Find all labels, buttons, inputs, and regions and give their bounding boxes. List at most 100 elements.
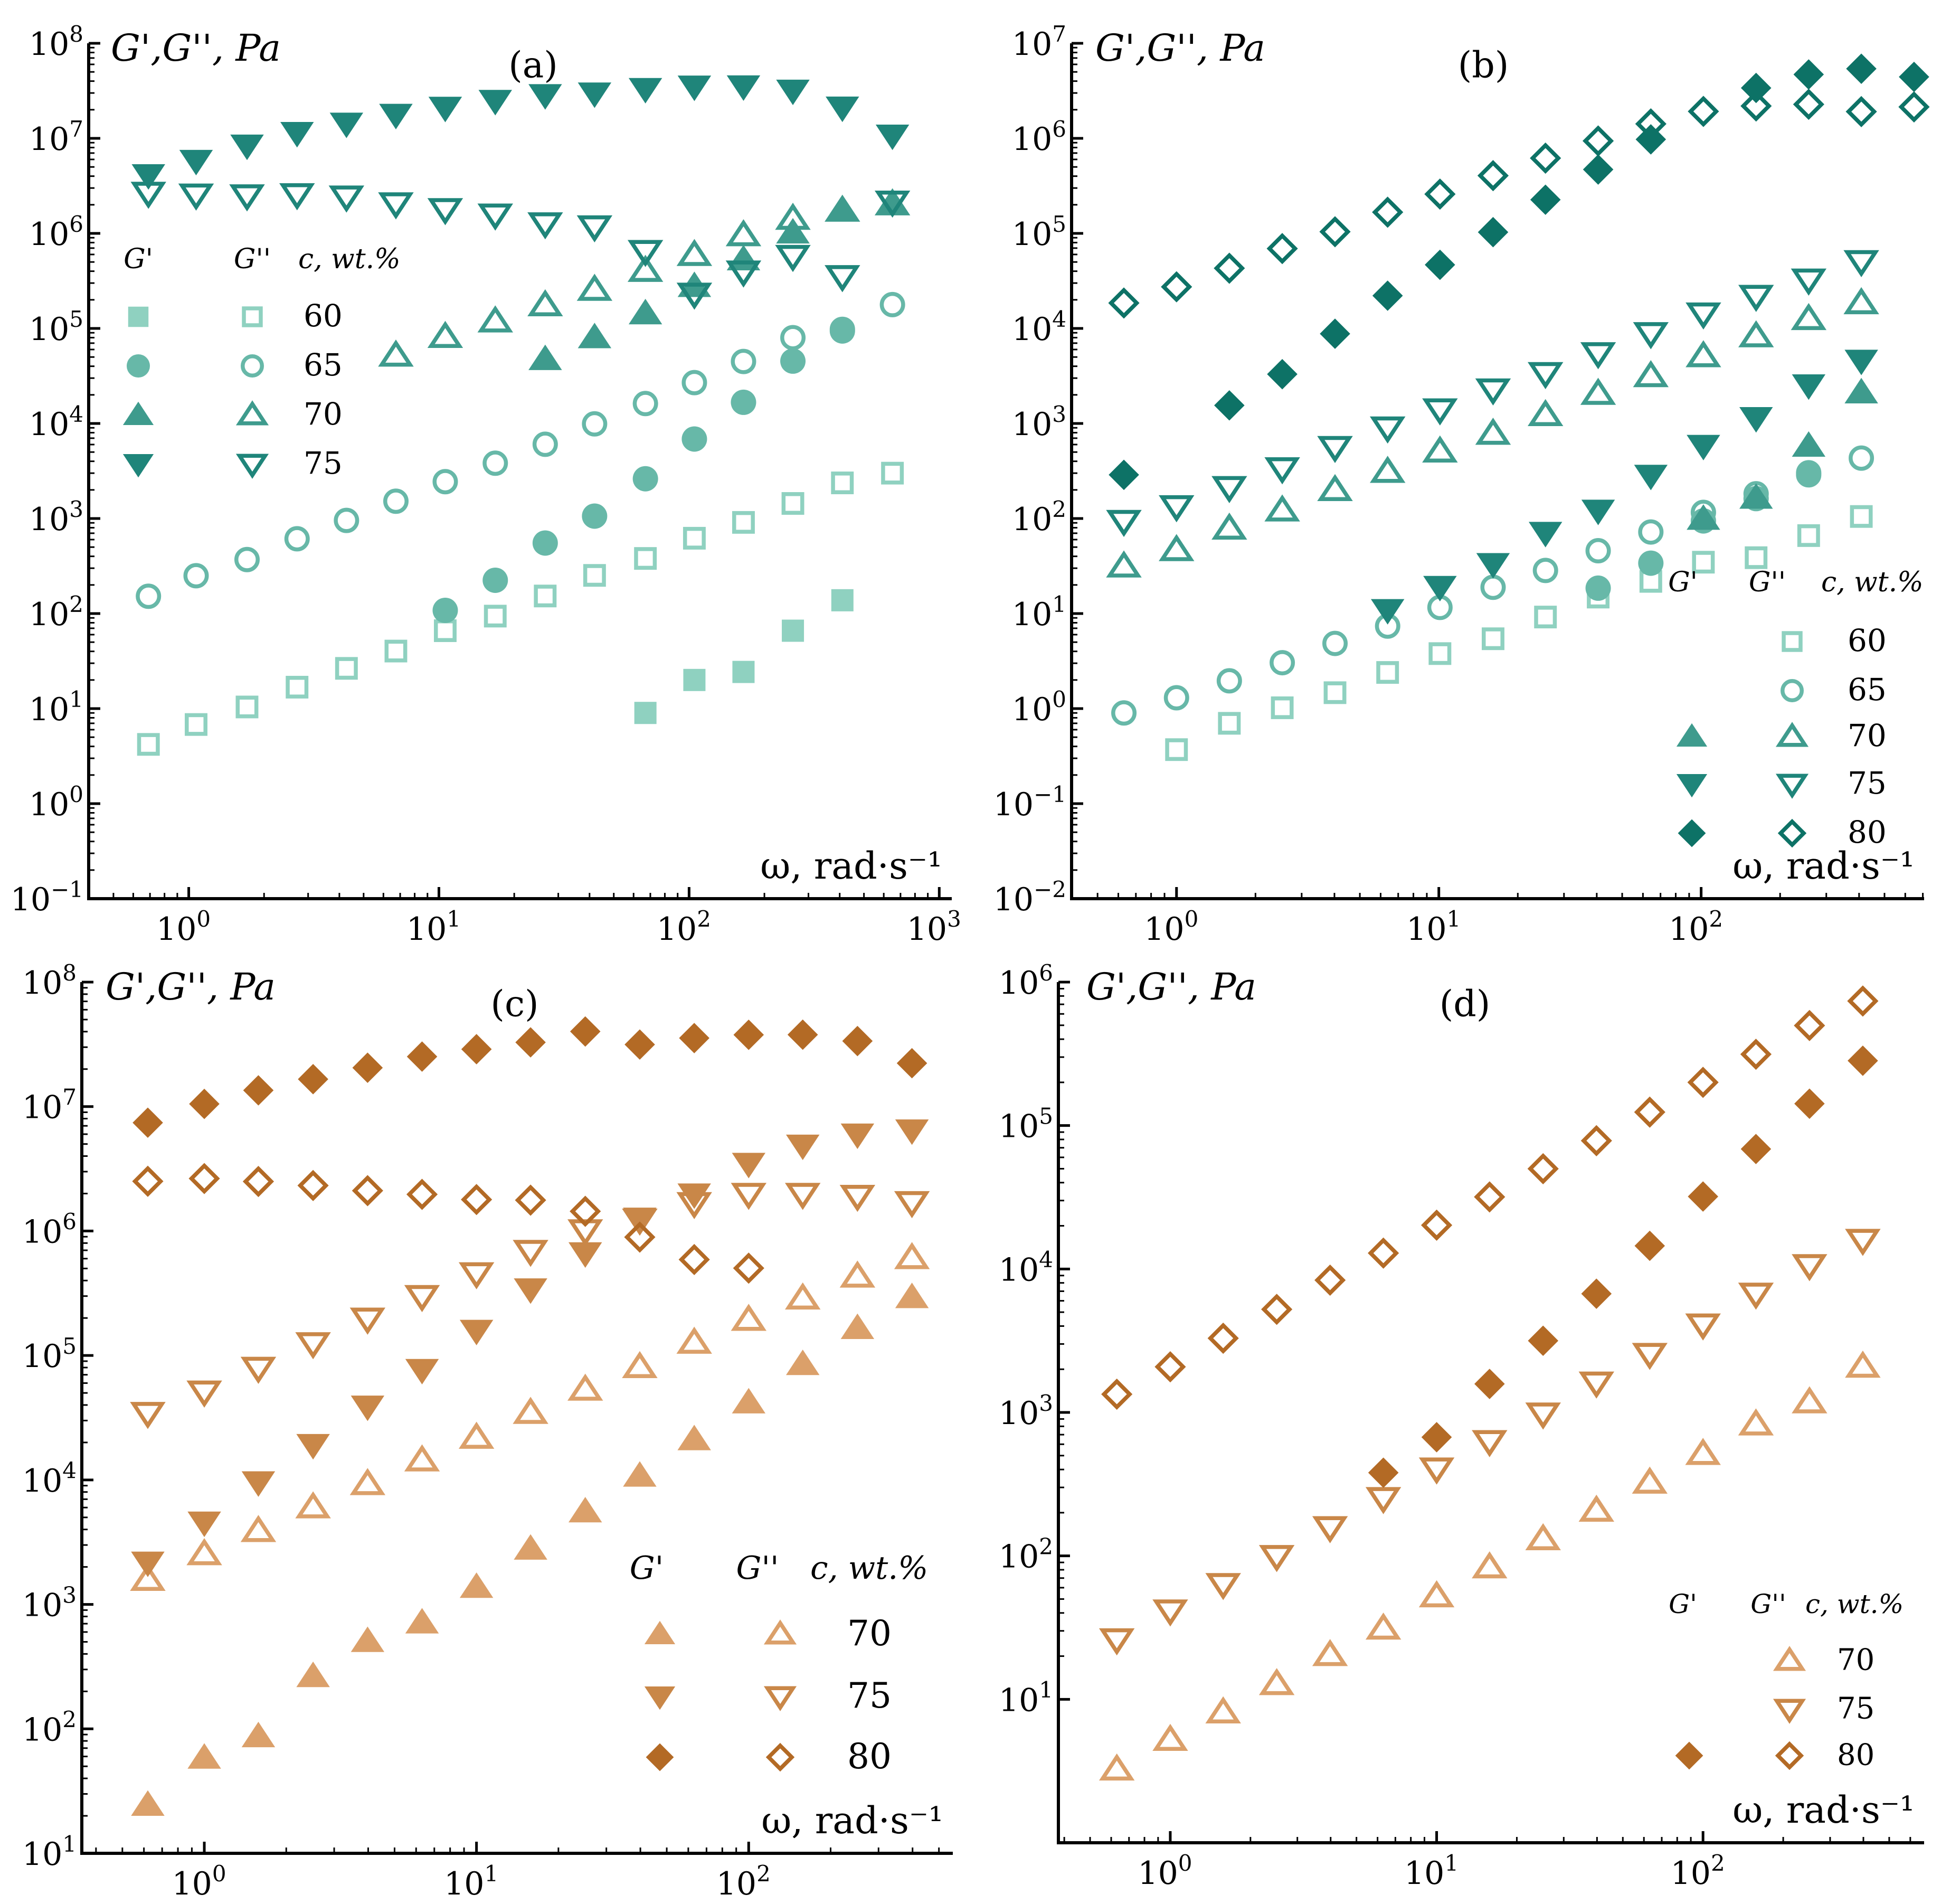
y-tick-label: 102 [1012,496,1066,538]
data-point [1317,474,1353,502]
legend-header-gdoubleprime: G'' [1749,567,1786,598]
series-g-75-wt- [130,182,911,310]
x-axis-label: ω, rad·s⁻¹ [760,844,942,888]
data-point [1475,378,1511,406]
data-point [826,96,859,122]
y-tick-label: 103 [22,1582,77,1624]
data-point [839,1260,876,1288]
legend-symbol-gprime [1676,774,1708,798]
y-axis-label: G',G'', Pa [1095,26,1265,70]
y-tick-label: 105 [22,1333,77,1375]
data-point [1101,1378,1133,1410]
data-point [1685,1438,1721,1465]
data-point [1847,985,1879,1017]
y-tick-label: 104 [29,401,83,443]
x-tick-label: 100 [156,906,211,948]
data-point [570,1016,601,1047]
data-point [136,583,162,609]
data-point [1370,599,1405,625]
data-point [1365,1612,1402,1640]
data-point [185,713,207,736]
y-tick-label: 104 [1012,306,1066,348]
y-tick-label: 103 [999,1390,1053,1432]
data-point [1424,178,1456,210]
data-point [731,1304,767,1331]
data-point [1527,362,1564,390]
data-point [296,1434,330,1460]
data-point [1478,216,1509,248]
data-point [1792,431,1826,457]
data-point [383,488,409,514]
data-point [1214,390,1245,421]
data-point [577,82,612,108]
data-point [1474,1369,1505,1399]
legend-symbol-gprime [128,306,149,327]
data-point [1152,1723,1188,1751]
legend-symbol-gprime [646,1743,674,1771]
data-point [1843,250,1879,278]
data-point [241,1721,276,1748]
data-point [1111,700,1137,726]
data-point [1740,90,1772,122]
data-point [1740,1134,1772,1164]
data-point [1106,550,1142,578]
data-point [1738,1283,1774,1310]
data-point [1793,59,1824,90]
data-point [1108,287,1140,319]
legend: G' G'' c, wt.% 60 65 70 75 [122,243,401,481]
y-tick-label: 106 [22,1209,77,1250]
data-point [1794,1088,1825,1119]
panel-a: 10−1 100 101 102 103 104 105 106 107 108 100 101 102… [11,21,961,948]
data-point [1322,630,1348,656]
series-g-70-wt- [1687,378,1878,530]
legend-header-gprime: G' [1669,1589,1697,1619]
legend-symbol-gdoubleprime [1777,818,1807,848]
y-tick-label: 102 [22,1707,77,1748]
data-point [683,526,706,550]
data-point [351,1626,385,1652]
data-point [132,1107,163,1138]
x-tick-label: 100 [1138,1850,1192,1892]
data-point [842,1025,873,1057]
data-point [677,1425,711,1450]
data-point [624,1029,655,1060]
legend-symbol-gprime [122,401,154,425]
data-point [1530,142,1561,174]
legend-header-gdoubleprime: G'' [1750,1589,1786,1619]
y-tick-label: 105 [999,1103,1053,1145]
data-point [461,1034,492,1064]
y-tick-label: 101 [999,1677,1053,1719]
data-point [379,103,413,129]
y-tick-label: 106 [29,211,83,253]
legend-symbol-gdoubleprime [1775,722,1809,747]
data-point [1365,1487,1402,1514]
data-point [632,466,658,492]
y-tick-label: 101 [1012,591,1066,633]
data-point [130,1563,166,1591]
legend-label: 60 [1848,623,1887,658]
data-point [130,1402,166,1429]
data-point [1368,1457,1399,1488]
data-point [1421,1209,1453,1241]
data-point [881,461,904,485]
data-point [295,1332,331,1360]
data-point [732,511,755,534]
data-point [895,1283,929,1308]
data-point [1688,1181,1718,1212]
data-point [567,1373,603,1401]
y-tick-label: 108 [29,21,83,63]
data-point [1428,642,1452,665]
data-point [1687,435,1720,460]
legend-label: 75 [1837,1692,1874,1726]
data-point [186,1538,222,1566]
data-point [785,1349,820,1375]
data-point [132,1165,164,1197]
x-tick-label: 102 [1669,906,1723,948]
series-g-80-wt- [1108,88,1930,319]
data-point [528,344,562,370]
data-point [137,733,160,756]
panel-label: (d) [1440,984,1491,1025]
legend-label: 70 [847,1613,892,1654]
data-point [515,1184,546,1216]
series-g-70-wt- [131,1283,929,1816]
